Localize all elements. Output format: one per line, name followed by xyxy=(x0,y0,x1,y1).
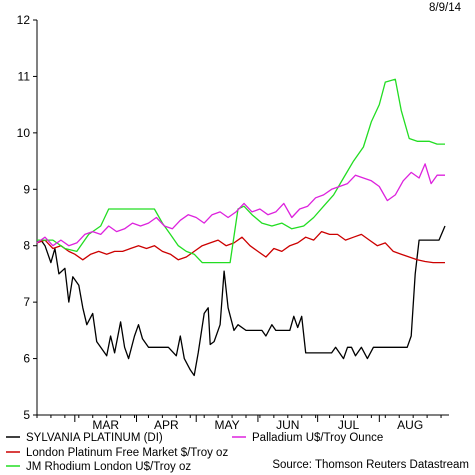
y-tick-label: 8 xyxy=(23,239,30,253)
y-tick-label: 11 xyxy=(18,69,31,83)
x-tick-label: APR xyxy=(154,418,179,432)
x-tick-label: JUN xyxy=(276,418,299,432)
legend-label: SYLVANIA PLATINUM (DI) xyxy=(26,432,163,444)
legend: SYLVANIA PLATINUM (DI) London Platinum Fr… xyxy=(6,432,383,473)
series-line xyxy=(37,78,445,264)
date-label: 8/9/14 xyxy=(429,2,461,14)
x-tick-label: AUG xyxy=(397,418,423,432)
x-tick-label: MAY xyxy=(215,418,240,432)
y-tick-label: 12 xyxy=(17,13,31,27)
y-tick-label: 9 xyxy=(23,182,30,196)
y-tick-label: 6 xyxy=(23,352,30,366)
axes: 5 6 7 8 9 10 11 12 MAR APR MAY JUN JUL AUG xyxy=(17,13,449,432)
series-line xyxy=(36,230,445,264)
x-tick-label: JUL xyxy=(338,418,360,432)
y-tick-label: 5 xyxy=(23,408,30,422)
legend-label: JM Rhodium London U$/Troy oz xyxy=(26,461,191,473)
series-line xyxy=(36,225,446,377)
series-lines xyxy=(36,78,446,377)
y-tick-label: 10 xyxy=(17,126,31,140)
y-tick-label: 7 xyxy=(23,295,30,309)
source-note: Source: Thomson Reuters Datastream xyxy=(272,459,469,471)
series-line xyxy=(36,163,445,247)
x-tick-label: MAR xyxy=(92,418,119,432)
legend-label: Palladium U$/Troy Ounce xyxy=(252,432,383,444)
legend-label: London Platinum Free Market $/Troy oz xyxy=(26,447,228,459)
